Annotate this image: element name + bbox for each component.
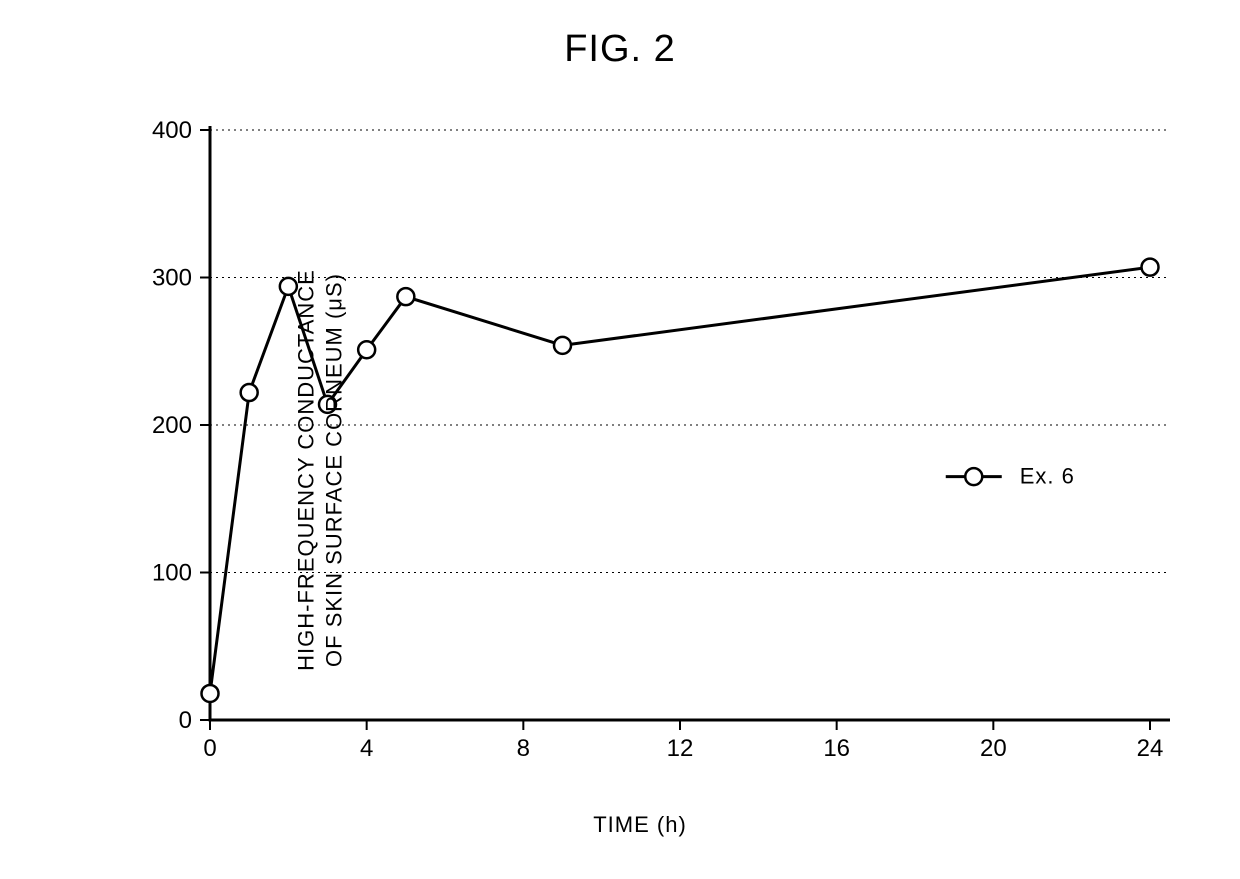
x-tick-label: 16 <box>823 735 850 762</box>
page: FIG. 2 HIGH-FREQUENCY CONDUCTANCE OF SKI… <box>0 0 1240 879</box>
chart-container: HIGH-FREQUENCY CONDUCTANCE OF SKIN SURFA… <box>100 110 1180 830</box>
x-tick-label: 20 <box>980 735 1007 762</box>
figure-title: FIG. 2 <box>0 28 1240 71</box>
x-tick-label: 12 <box>667 735 694 762</box>
y-tick-label: 100 <box>152 560 192 587</box>
data-marker <box>554 337 571 354</box>
data-marker <box>202 685 219 702</box>
axes <box>210 126 1170 720</box>
series-line-ex.-6 <box>210 267 1150 693</box>
y-tick-label: 300 <box>152 265 192 292</box>
legend-marker <box>965 468 982 485</box>
data-marker <box>1142 259 1159 276</box>
y-axis-label: HIGH-FREQUENCY CONDUCTANCE OF SKIN SURFA… <box>293 190 348 750</box>
y-tick-label: 0 <box>179 707 192 734</box>
x-tick-label: 8 <box>517 735 530 762</box>
line-chart: 0 4 8 12 16 20 24 0 100 200 300 400 Ex. 6 <box>100 110 1180 780</box>
x-tick-label: 24 <box>1137 735 1164 762</box>
x-tick-label: 4 <box>360 735 373 762</box>
x-axis-label: TIME (h) <box>100 812 1180 838</box>
y-tick-label: 400 <box>152 117 192 144</box>
data-marker <box>358 341 375 358</box>
y-tick-label: 200 <box>152 412 192 439</box>
data-marker <box>241 384 258 401</box>
data-marker <box>397 288 414 305</box>
legend-label: Ex. 6 <box>1020 464 1075 489</box>
x-tick-label: 0 <box>203 735 216 762</box>
